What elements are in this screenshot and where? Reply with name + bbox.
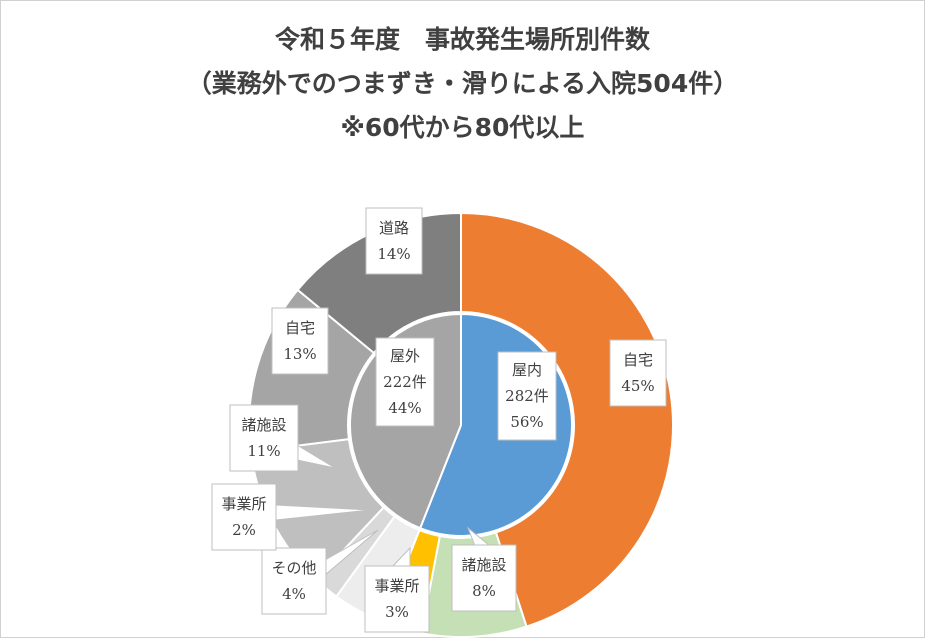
outer-label-6-text-0: 自宅	[285, 319, 315, 337]
outer-label-0-box	[609, 339, 667, 407]
outer-label-2-box	[364, 565, 430, 633]
outer-label-1: 諸施設 8%	[451, 526, 517, 612]
inner-label-1-text-2: 44%	[388, 399, 421, 417]
inner-label-0-text-0: 屋内	[512, 361, 542, 379]
outer-label-5-box	[229, 404, 299, 472]
outer-label-4-box	[211, 483, 277, 551]
outer-label-4-text-0: 事業所	[221, 495, 266, 513]
inner-label-0-text-2: 56%	[510, 413, 543, 431]
inner-label-0-text-1: 282件	[505, 387, 549, 405]
inner-label-1-text-1: 222件	[383, 373, 427, 391]
outer-label-2-text-1: 3%	[385, 603, 409, 621]
chart-title-line-1: 令和５年度 事故発生場所別件数	[274, 25, 650, 54]
outer-label-7-text-0: 道路	[379, 219, 409, 237]
outer-label-2: 事業所 3%	[364, 546, 430, 633]
outer-label-3: その他 4%	[261, 529, 379, 615]
inner-label-1: 屋外 222件 44%	[375, 337, 435, 427]
outer-label-4: 事業所 2%	[211, 483, 371, 551]
outer-label-2-text-0: 事業所	[374, 577, 419, 595]
outer-label-5-text-1: 11%	[247, 442, 280, 460]
outer-label-1-box	[451, 544, 517, 612]
outer-label-0-text-1: 45%	[621, 377, 654, 395]
outer-label-0: 自宅 45%	[609, 339, 667, 407]
outer-label-4-text-1: 2%	[232, 521, 256, 539]
outer-label-5-text-0: 諸施設	[241, 416, 286, 434]
outer-label-1-text-1: 8%	[472, 582, 496, 600]
outer-label-7-box	[365, 207, 423, 275]
inner-label-0: 屋内 282件 56%	[497, 351, 557, 441]
outer-label-6: 自宅 13%	[271, 307, 329, 375]
outer-label-6-text-1: 13%	[283, 345, 316, 363]
outer-label-5: 諸施設 11%	[229, 404, 336, 472]
outer-label-7-text-1: 14%	[377, 245, 410, 263]
outer-label-6-box	[271, 307, 329, 375]
chart-title: 令和５年度 事故発生場所別件数 （業務外でのつまずき・滑りによる入院504件） …	[0, 18, 925, 150]
outer-label-3-box	[261, 547, 327, 615]
outer-label-0-text-0: 自宅	[623, 351, 653, 369]
outer-slice-0	[460, 211, 674, 628]
outer-label-3-text-1: 4%	[282, 585, 306, 603]
outer-label-7: 道路 14%	[365, 207, 423, 275]
chart-title-line-2: （業務外でのつまずき・滑りによる入院504件）	[186, 69, 739, 98]
chart-title-line-3: ※60代から80代以上	[340, 113, 585, 142]
inner-label-0-box	[497, 351, 557, 441]
inner-label-1-text-0: 屋外	[390, 347, 420, 365]
outer-label-1-text-0: 諸施設	[461, 556, 506, 574]
inner-label-1-box	[375, 337, 435, 427]
outer-label-3-text-0: その他	[271, 559, 316, 577]
